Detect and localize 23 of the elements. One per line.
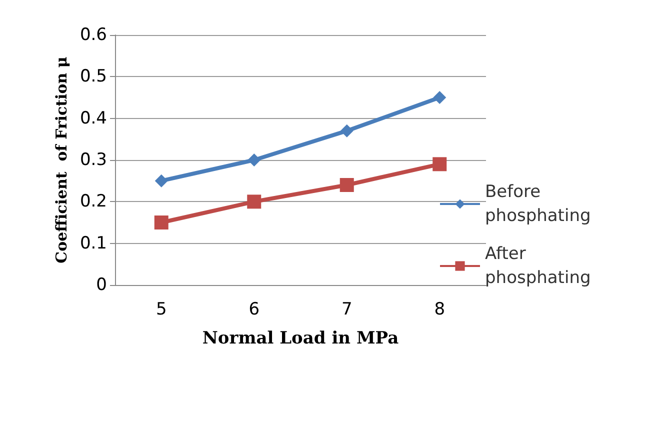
y-tick-label: 0.3	[80, 150, 107, 170]
point	[433, 91, 446, 104]
point	[248, 154, 261, 166]
y-tick-label: 0.5	[80, 66, 107, 87]
x-tick-label: 5	[156, 300, 167, 320]
x-tick-label: 8	[434, 300, 446, 320]
y-tick-label: 0	[96, 275, 107, 295]
y-tick-label: 0.1	[80, 233, 107, 254]
point	[340, 178, 354, 192]
point	[432, 157, 447, 172]
y-tick-label: 0.4	[80, 108, 107, 128]
y-tick-label: 0.2	[80, 192, 107, 212]
legend-label: After phosphating	[485, 244, 591, 288]
x-axis-title: Normal Load in MPa	[202, 328, 399, 348]
point	[154, 174, 168, 188]
x-tick-label: 6	[248, 300, 260, 320]
y-axis-title: Coefficient of Friction μ	[52, 56, 71, 264]
y-tick-label: 0.6	[80, 25, 107, 45]
x-tick-label: 7	[341, 300, 352, 320]
legend-label: Before phosphating	[485, 182, 591, 226]
point	[154, 216, 168, 230]
point	[340, 124, 354, 138]
point	[247, 194, 262, 209]
